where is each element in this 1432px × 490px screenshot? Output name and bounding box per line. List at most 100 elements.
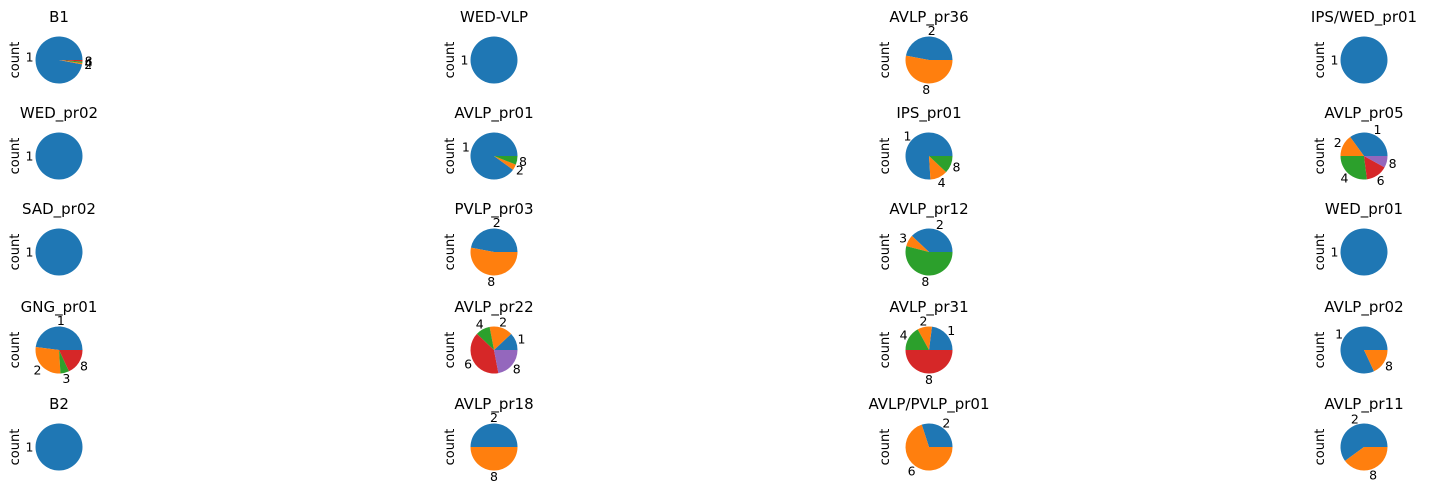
slice-label: 8 <box>922 82 930 97</box>
slice-label: 3 <box>899 230 907 245</box>
y-axis-label: count <box>878 429 893 466</box>
pie-slice <box>494 333 518 350</box>
slice-label: 8 <box>925 372 933 387</box>
pie-slice <box>1340 156 1367 180</box>
slice-label: 2 <box>33 363 41 378</box>
pie-slice <box>494 350 518 374</box>
slice-label: 2 <box>1334 135 1342 150</box>
slice-label: 4 <box>84 55 92 70</box>
slice-label: 8 <box>513 361 521 376</box>
chart-title: AVLP_pr01 <box>454 104 533 123</box>
slice-label: 3 <box>62 371 70 386</box>
y-axis-label: count <box>443 234 458 271</box>
slice-label: 1 <box>25 149 33 164</box>
slice-label: 1 <box>25 440 33 455</box>
pie-slice <box>35 423 83 471</box>
chart-title: AVLP_pr02 <box>1324 298 1403 317</box>
pie-slice <box>929 326 953 350</box>
y-axis-label: count <box>8 138 23 175</box>
pie-slice <box>35 347 61 374</box>
y-axis-label: count <box>1313 332 1328 369</box>
slice-label: 8 <box>80 358 88 373</box>
slice-label: 1 <box>460 53 468 68</box>
y-axis-label: count <box>878 332 893 369</box>
y-axis-label: count <box>443 42 458 79</box>
pie-slice <box>59 350 70 374</box>
slice-label: 8 <box>487 274 495 289</box>
pie-slice <box>911 228 953 252</box>
pie-slice <box>1340 228 1388 276</box>
pie-slice <box>905 424 953 471</box>
pie-slice <box>1340 36 1388 84</box>
slice-label: 1 <box>1330 245 1338 260</box>
slice-label: 1 <box>518 332 526 347</box>
pie-slice <box>470 423 518 447</box>
chart-title: AVLP_pr31 <box>889 298 968 317</box>
slice-label: 6 <box>1377 173 1385 188</box>
slice-label: 6 <box>464 357 472 372</box>
slice-label: 2 <box>490 410 498 425</box>
slice-label: 1 <box>1373 122 1381 137</box>
y-axis-label: count <box>8 332 23 369</box>
chart-title: AVLP_pr22 <box>454 298 533 317</box>
pie-slice <box>35 228 83 276</box>
y-axis-label: count <box>1313 429 1328 466</box>
slice-label: 1 <box>25 245 33 260</box>
pie-chart: B2 count 1 <box>8 395 83 471</box>
slice-label: 4 <box>938 175 946 190</box>
y-axis-label: count <box>443 138 458 175</box>
pie-slice <box>917 326 932 350</box>
chart-title: GNG_pr01 <box>21 298 98 317</box>
slice-label: 2 <box>936 217 944 232</box>
pie-slice <box>35 326 83 350</box>
pie-chart: B1 count 1 248 <box>8 8 93 84</box>
y-axis-label: count <box>443 429 458 466</box>
slice-label: 2 <box>1351 411 1359 426</box>
chart-title: WED-VLP <box>460 8 528 26</box>
slice-label: 2 <box>942 416 950 431</box>
slice-label: 8 <box>519 154 527 169</box>
slice-label: 1 <box>1335 327 1343 342</box>
pie-slice <box>905 350 953 374</box>
slice-label: 8 <box>1369 468 1377 483</box>
chart-title: AVLP/PVLP_pr01 <box>868 395 989 414</box>
chart-title: AVLP_pr05 <box>1324 104 1403 123</box>
slice-label: 1 <box>26 50 34 65</box>
pie-slice <box>470 333 499 374</box>
y-axis-label: count <box>8 42 23 79</box>
slice-label: 8 <box>921 274 929 289</box>
pie-slice <box>1344 447 1388 471</box>
pie-slice <box>929 156 953 173</box>
pie-slice <box>905 246 953 276</box>
y-axis-label: count <box>878 42 893 79</box>
pie-slice <box>35 36 83 84</box>
chart-title: IPS/WED_pr01 <box>1311 8 1417 27</box>
slice-label: 2 <box>928 23 936 38</box>
pie-slice <box>476 326 494 350</box>
chart-title: WED_pr02 <box>20 104 98 123</box>
chart-title: IPS_pr01 <box>896 104 961 123</box>
chart-title: SAD_pr02 <box>22 200 96 219</box>
pie-slice <box>470 447 518 471</box>
pie-slice <box>470 228 518 252</box>
slice-label: 2 <box>493 215 501 230</box>
chart-title: PVLP_pr03 <box>455 200 534 219</box>
slice-label: 8 <box>490 469 498 484</box>
pie-slice <box>59 60 83 63</box>
chart-title: AVLP_pr18 <box>454 395 533 414</box>
pie-slice <box>1364 350 1388 372</box>
y-axis-label: count <box>878 234 893 271</box>
